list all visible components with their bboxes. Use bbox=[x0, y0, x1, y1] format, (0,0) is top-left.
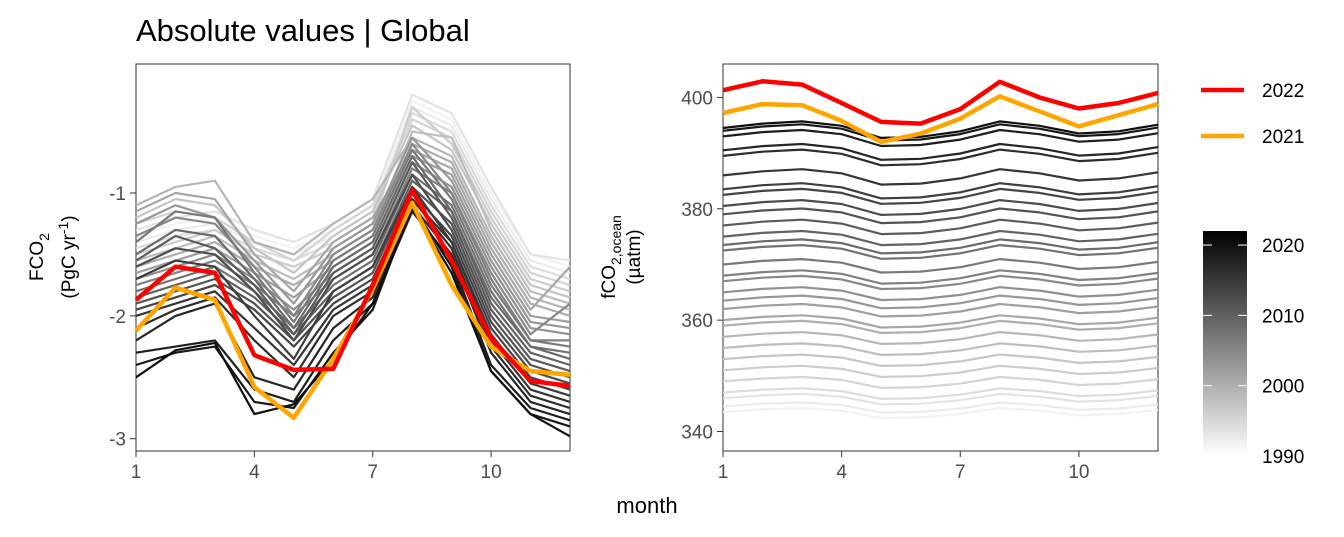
right-series-2022 bbox=[722, 79, 1159, 126]
colorbar-label-2010: 2010 bbox=[1262, 306, 1304, 327]
right-panel: 1 4 7 10 340 360 380 400 fCO2,ocean (µatm) bbox=[599, 63, 1159, 483]
right-panel-axes: 1 4 7 10 340 360 380 400 bbox=[681, 88, 1089, 483]
right-series-1993 bbox=[722, 387, 1159, 400]
right-series-2001 bbox=[722, 302, 1159, 318]
right-series-2018 bbox=[722, 128, 1159, 148]
right-xtick-label-7: 7 bbox=[955, 462, 966, 483]
right-ytick-label-360: 360 bbox=[681, 311, 713, 332]
left-series-2022 bbox=[134, 188, 571, 389]
right-ylabel-unit: (µatm) bbox=[624, 229, 645, 284]
left-series-2007 bbox=[135, 173, 571, 354]
right-series-2006 bbox=[722, 258, 1159, 274]
left-series-2000 bbox=[135, 148, 571, 311]
left-ytick-label--3: -3 bbox=[109, 430, 126, 451]
left-series-2012 bbox=[135, 173, 571, 385]
right-xtick-label-4: 4 bbox=[836, 462, 847, 483]
left-series-1998 bbox=[135, 136, 571, 311]
right-series-2012 bbox=[722, 199, 1159, 216]
colorbar-gradient bbox=[1203, 231, 1247, 456]
right-ytick-label-340: 340 bbox=[681, 423, 713, 444]
right-ytick-label-400: 400 bbox=[681, 88, 713, 109]
left-panel: 1 4 7 10 -3 -2 -1 FCO2 (PgC yr-1) bbox=[27, 63, 571, 483]
left-series-2013 bbox=[135, 191, 571, 391]
right-series-1990 bbox=[722, 406, 1159, 420]
left-series-2006 bbox=[135, 148, 571, 348]
left-xtick-label-7: 7 bbox=[367, 462, 378, 483]
left-ylabel-main: FCO2 bbox=[27, 233, 52, 281]
legend: 2022 2021 bbox=[1201, 81, 1304, 148]
right-series-2000 bbox=[722, 314, 1159, 329]
right-series-2009 bbox=[722, 229, 1159, 247]
right-ylabel-main: fCO2,ocean bbox=[599, 215, 624, 299]
chart-title: Absolute values | Global bbox=[136, 13, 470, 48]
right-series-1991 bbox=[722, 401, 1159, 414]
colorbar-label-2000: 2000 bbox=[1262, 377, 1304, 398]
right-series-1992 bbox=[722, 392, 1159, 406]
left-series-2010 bbox=[135, 161, 571, 373]
right-series-2020 bbox=[722, 120, 1159, 139]
right-panel-lines bbox=[722, 79, 1159, 420]
right-ytick-label-380: 380 bbox=[681, 200, 713, 221]
colorbar-label-1990: 1990 bbox=[1262, 447, 1304, 468]
right-series-2021 bbox=[722, 94, 1159, 145]
left-xtick-label-10: 10 bbox=[481, 462, 502, 483]
right-series-2002 bbox=[722, 294, 1159, 310]
right-series-2013 bbox=[722, 187, 1159, 205]
right-xtick-label-10: 10 bbox=[1068, 462, 1089, 483]
legend-label-2022: 2022 bbox=[1262, 81, 1304, 102]
right-series-1996 bbox=[722, 353, 1159, 367]
right-series-2003 bbox=[722, 286, 1159, 302]
colorbar-ticks: 1990 2000 2010 2020 bbox=[1203, 236, 1304, 468]
left-xtick-label-4: 4 bbox=[249, 462, 260, 483]
left-xtick-label-1: 1 bbox=[131, 462, 142, 483]
right-series-2016 bbox=[722, 148, 1159, 167]
colorbar-label-2020: 2020 bbox=[1262, 236, 1304, 257]
right-series-2011 bbox=[722, 207, 1159, 225]
left-panel-axes: 1 4 7 10 -3 -2 -1 bbox=[109, 184, 502, 483]
colorbar: 1990 2000 2010 2020 bbox=[1203, 231, 1304, 468]
right-series-1999 bbox=[722, 319, 1159, 334]
legend-label-2021: 2021 bbox=[1262, 127, 1304, 148]
left-series-2011 bbox=[135, 185, 571, 379]
right-series-1995 bbox=[722, 364, 1159, 378]
left-series-2008 bbox=[135, 155, 571, 360]
right-xtick-label-1: 1 bbox=[718, 462, 729, 483]
left-series-2004 bbox=[135, 142, 571, 336]
right-series-1998 bbox=[722, 331, 1159, 345]
left-ytick-label--1: -1 bbox=[109, 184, 126, 205]
right-series-2015 bbox=[722, 168, 1159, 186]
left-panel-lines bbox=[134, 93, 571, 438]
right-series-1997 bbox=[722, 342, 1159, 356]
right-series-2014 bbox=[722, 182, 1159, 200]
left-ylabel-unit: (PgC yr-1) bbox=[55, 215, 80, 298]
right-series-2004 bbox=[722, 274, 1159, 291]
right-series-2007 bbox=[722, 244, 1159, 260]
right-series-2005 bbox=[722, 269, 1159, 285]
left-series-2017 bbox=[135, 204, 571, 416]
left-series-1996 bbox=[135, 124, 571, 299]
right-series-2010 bbox=[722, 218, 1159, 236]
right-series-2019 bbox=[722, 123, 1159, 142]
right-series-2017 bbox=[722, 142, 1159, 161]
right-series-2008 bbox=[722, 238, 1159, 255]
left-ytick-label--2: -2 bbox=[109, 307, 126, 328]
x-axis-title: month bbox=[616, 493, 677, 518]
right-series-1994 bbox=[722, 375, 1159, 389]
